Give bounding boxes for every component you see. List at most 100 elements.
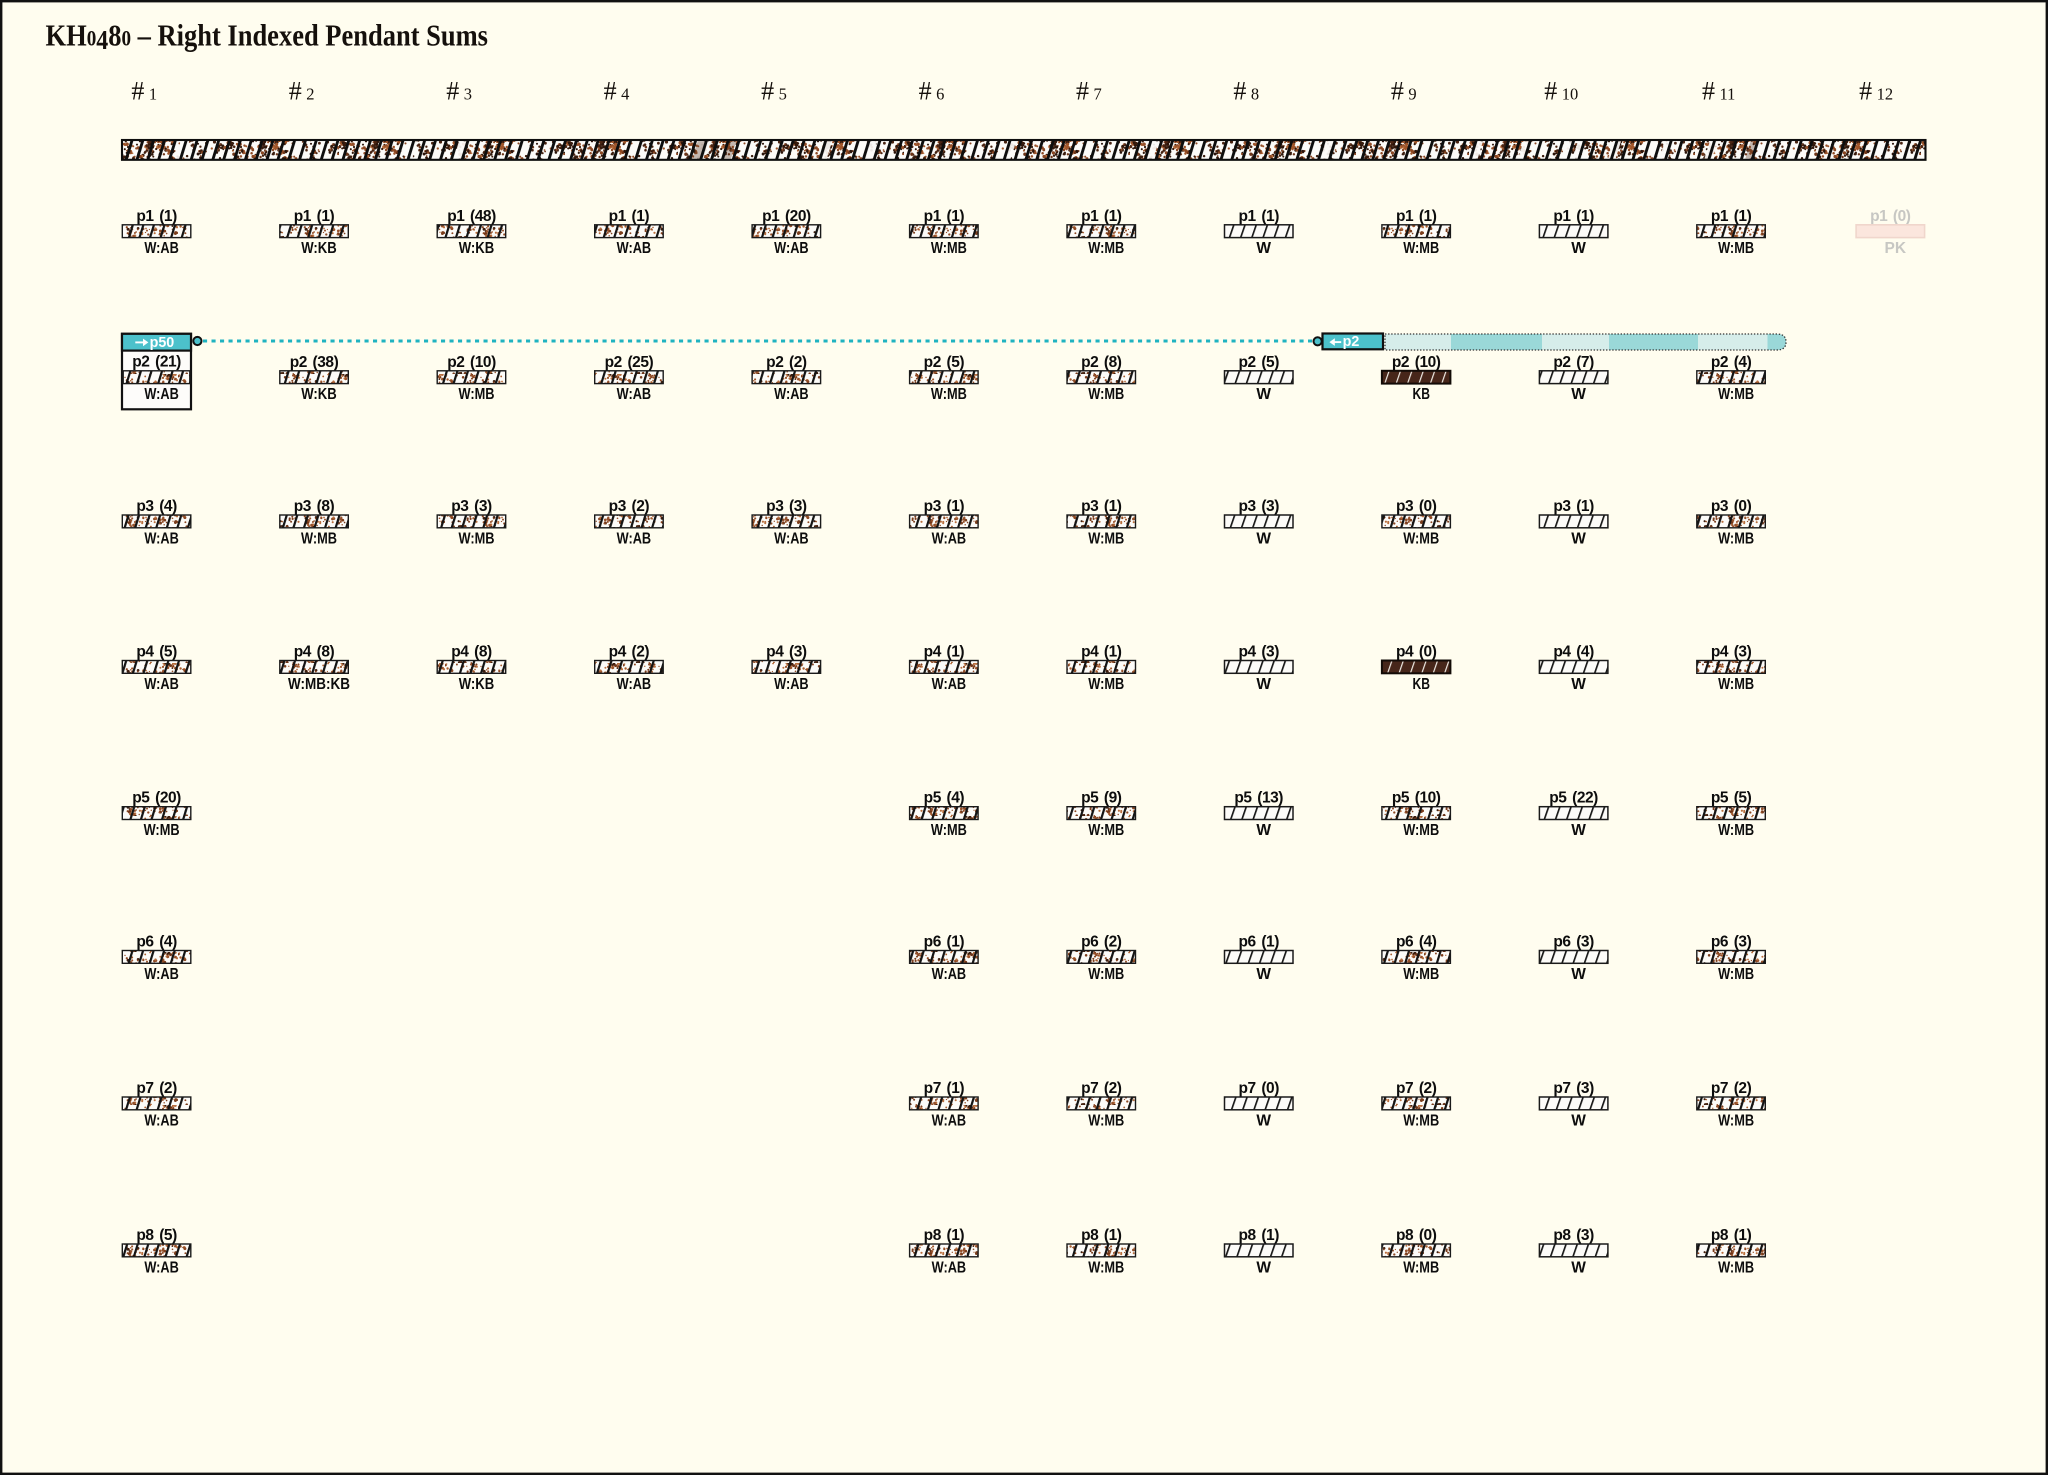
svg-text:W:MB: W:MB (1088, 822, 1124, 839)
svg-text:p7 (2): p7 (2) (1081, 1080, 1122, 1097)
svg-text:#12: #12 (1859, 76, 1893, 105)
svg-text:p4 (5): p4 (5) (136, 644, 177, 661)
svg-text:p1 (1): p1 (1) (1238, 208, 1279, 225)
svg-text:p3 (1): p3 (1) (924, 498, 965, 515)
svg-text:p4 (2): p4 (2) (609, 644, 650, 661)
svg-text:W:MB: W:MB (1403, 240, 1439, 257)
svg-text:W:MB: W:MB (1088, 676, 1124, 693)
svg-text:p6 (3): p6 (3) (1553, 934, 1594, 951)
svg-text:W:AB: W:AB (932, 966, 967, 983)
svg-text:W:MB: W:MB (1403, 966, 1439, 983)
svg-text:p6 (1): p6 (1) (924, 934, 965, 951)
svg-text:p1 (1): p1 (1) (294, 208, 335, 225)
svg-text:W:AB: W:AB (932, 1112, 967, 1129)
svg-text:W:MB: W:MB (1718, 530, 1754, 547)
svg-text:p4 (0): p4 (0) (1396, 644, 1437, 661)
svg-text:W:MB: W:MB (1088, 1112, 1124, 1129)
svg-text:W:MB: W:MB (1088, 530, 1124, 547)
svg-text:p8 (1): p8 (1) (1081, 1227, 1122, 1244)
svg-text:p1 (1): p1 (1) (136, 208, 177, 225)
svg-text:#11: #11 (1702, 76, 1735, 105)
svg-text:W:MB: W:MB (1403, 1259, 1439, 1276)
svg-text:p6 (4): p6 (4) (136, 934, 177, 951)
svg-text:W:KB: W:KB (459, 240, 495, 257)
svg-text:p6 (1): p6 (1) (1238, 934, 1279, 951)
svg-text:W: W (1571, 1259, 1586, 1276)
svg-text:W:AB: W:AB (774, 530, 809, 547)
svg-text:p5 (9): p5 (9) (1081, 790, 1122, 807)
svg-text:p4 (3): p4 (3) (1238, 644, 1279, 661)
svg-text:W:MB: W:MB (1088, 386, 1124, 403)
svg-text:W:MB: W:MB (1403, 1112, 1439, 1129)
svg-text:p1 (1): p1 (1) (1081, 208, 1122, 225)
svg-text:W:AB: W:AB (617, 676, 652, 693)
svg-text:p3 (4): p3 (4) (136, 498, 177, 515)
svg-text:W:MB: W:MB (1718, 676, 1754, 693)
svg-text:p2 (8): p2 (8) (1081, 354, 1122, 371)
svg-text:p1 (1): p1 (1) (609, 208, 650, 225)
svg-text:W:AB: W:AB (144, 676, 179, 693)
svg-text:W:MB: W:MB (459, 386, 495, 403)
svg-text:p3 (2): p3 (2) (609, 498, 650, 515)
svg-text:p1 (20): p1 (20) (762, 208, 811, 225)
svg-text:W:AB: W:AB (774, 676, 809, 693)
svg-text:p3 (3): p3 (3) (1238, 498, 1279, 515)
svg-text:p7 (2): p7 (2) (1396, 1080, 1437, 1097)
svg-text:p4 (4): p4 (4) (1553, 644, 1594, 661)
svg-text:#8: #8 (1233, 76, 1259, 105)
svg-text:p4 (8): p4 (8) (451, 644, 492, 661)
svg-text:W:AB: W:AB (144, 386, 179, 403)
svg-text:W:MB: W:MB (459, 530, 495, 547)
svg-text:W:AB: W:AB (617, 386, 652, 403)
svg-text:p50: p50 (150, 335, 175, 351)
svg-text:p3 (1): p3 (1) (1081, 498, 1122, 515)
svg-text:p2 (5): p2 (5) (924, 354, 965, 371)
svg-text:W:MB: W:MB (1403, 822, 1439, 839)
svg-text:W:AB: W:AB (932, 1259, 967, 1276)
svg-text:KH0480 – Right Indexed Pendant: KH0480 – Right Indexed Pendant Sums (46, 19, 489, 56)
svg-text:W:MB: W:MB (931, 386, 967, 403)
svg-text:p6 (4): p6 (4) (1396, 934, 1437, 951)
svg-text:W:MB: W:MB (144, 822, 180, 839)
svg-text:p8 (1): p8 (1) (924, 1227, 965, 1244)
svg-text:W:KB: W:KB (459, 676, 495, 693)
svg-text:p6 (2): p6 (2) (1081, 934, 1122, 951)
svg-text:#9: #9 (1391, 76, 1417, 105)
svg-text:p2 (10): p2 (10) (1392, 354, 1441, 371)
svg-text:p7 (2): p7 (2) (136, 1080, 177, 1097)
svg-text:p2 (25): p2 (25) (605, 354, 654, 371)
svg-text:p2 (5): p2 (5) (1238, 354, 1279, 371)
svg-text:W: W (1256, 530, 1271, 547)
svg-text:p3 (1): p3 (1) (1553, 498, 1594, 515)
svg-text:p8 (1): p8 (1) (1238, 1227, 1279, 1244)
svg-text:W:AB: W:AB (144, 530, 179, 547)
svg-text:W: W (1571, 676, 1586, 693)
svg-text:p4 (8): p4 (8) (294, 644, 335, 661)
svg-text:p8 (3): p8 (3) (1553, 1227, 1594, 1244)
svg-text:W:AB: W:AB (144, 1112, 179, 1129)
svg-text:W:AB: W:AB (932, 676, 967, 693)
svg-text:KB: KB (1412, 386, 1430, 403)
svg-text:W:AB: W:AB (932, 530, 967, 547)
svg-text:W: W (1256, 966, 1271, 983)
svg-text:p2: p2 (1343, 334, 1360, 350)
svg-text:W:AB: W:AB (617, 240, 652, 257)
svg-text:p1 (1): p1 (1) (924, 208, 965, 225)
svg-text:W:MB: W:MB (1403, 530, 1439, 547)
svg-text:W:AB: W:AB (774, 386, 809, 403)
svg-text:W:AB: W:AB (774, 240, 809, 257)
svg-text:W:MB: W:MB (1718, 1112, 1754, 1129)
svg-text:p4 (1): p4 (1) (924, 644, 965, 661)
svg-text:W:AB: W:AB (617, 530, 652, 547)
svg-text:W:AB: W:AB (144, 1259, 179, 1276)
svg-text:W: W (1256, 676, 1271, 693)
svg-text:W: W (1256, 1259, 1271, 1276)
svg-text:W: W (1256, 386, 1271, 403)
svg-text:W:MB: W:MB (931, 822, 967, 839)
svg-text:p7 (0): p7 (0) (1238, 1080, 1279, 1097)
svg-text:p4 (1): p4 (1) (1081, 644, 1122, 661)
svg-text:p2 (2): p2 (2) (766, 354, 807, 371)
svg-text:W:MB: W:MB (1088, 240, 1124, 257)
svg-text:p7 (2): p7 (2) (1711, 1080, 1752, 1097)
svg-text:p7 (3): p7 (3) (1553, 1080, 1594, 1097)
